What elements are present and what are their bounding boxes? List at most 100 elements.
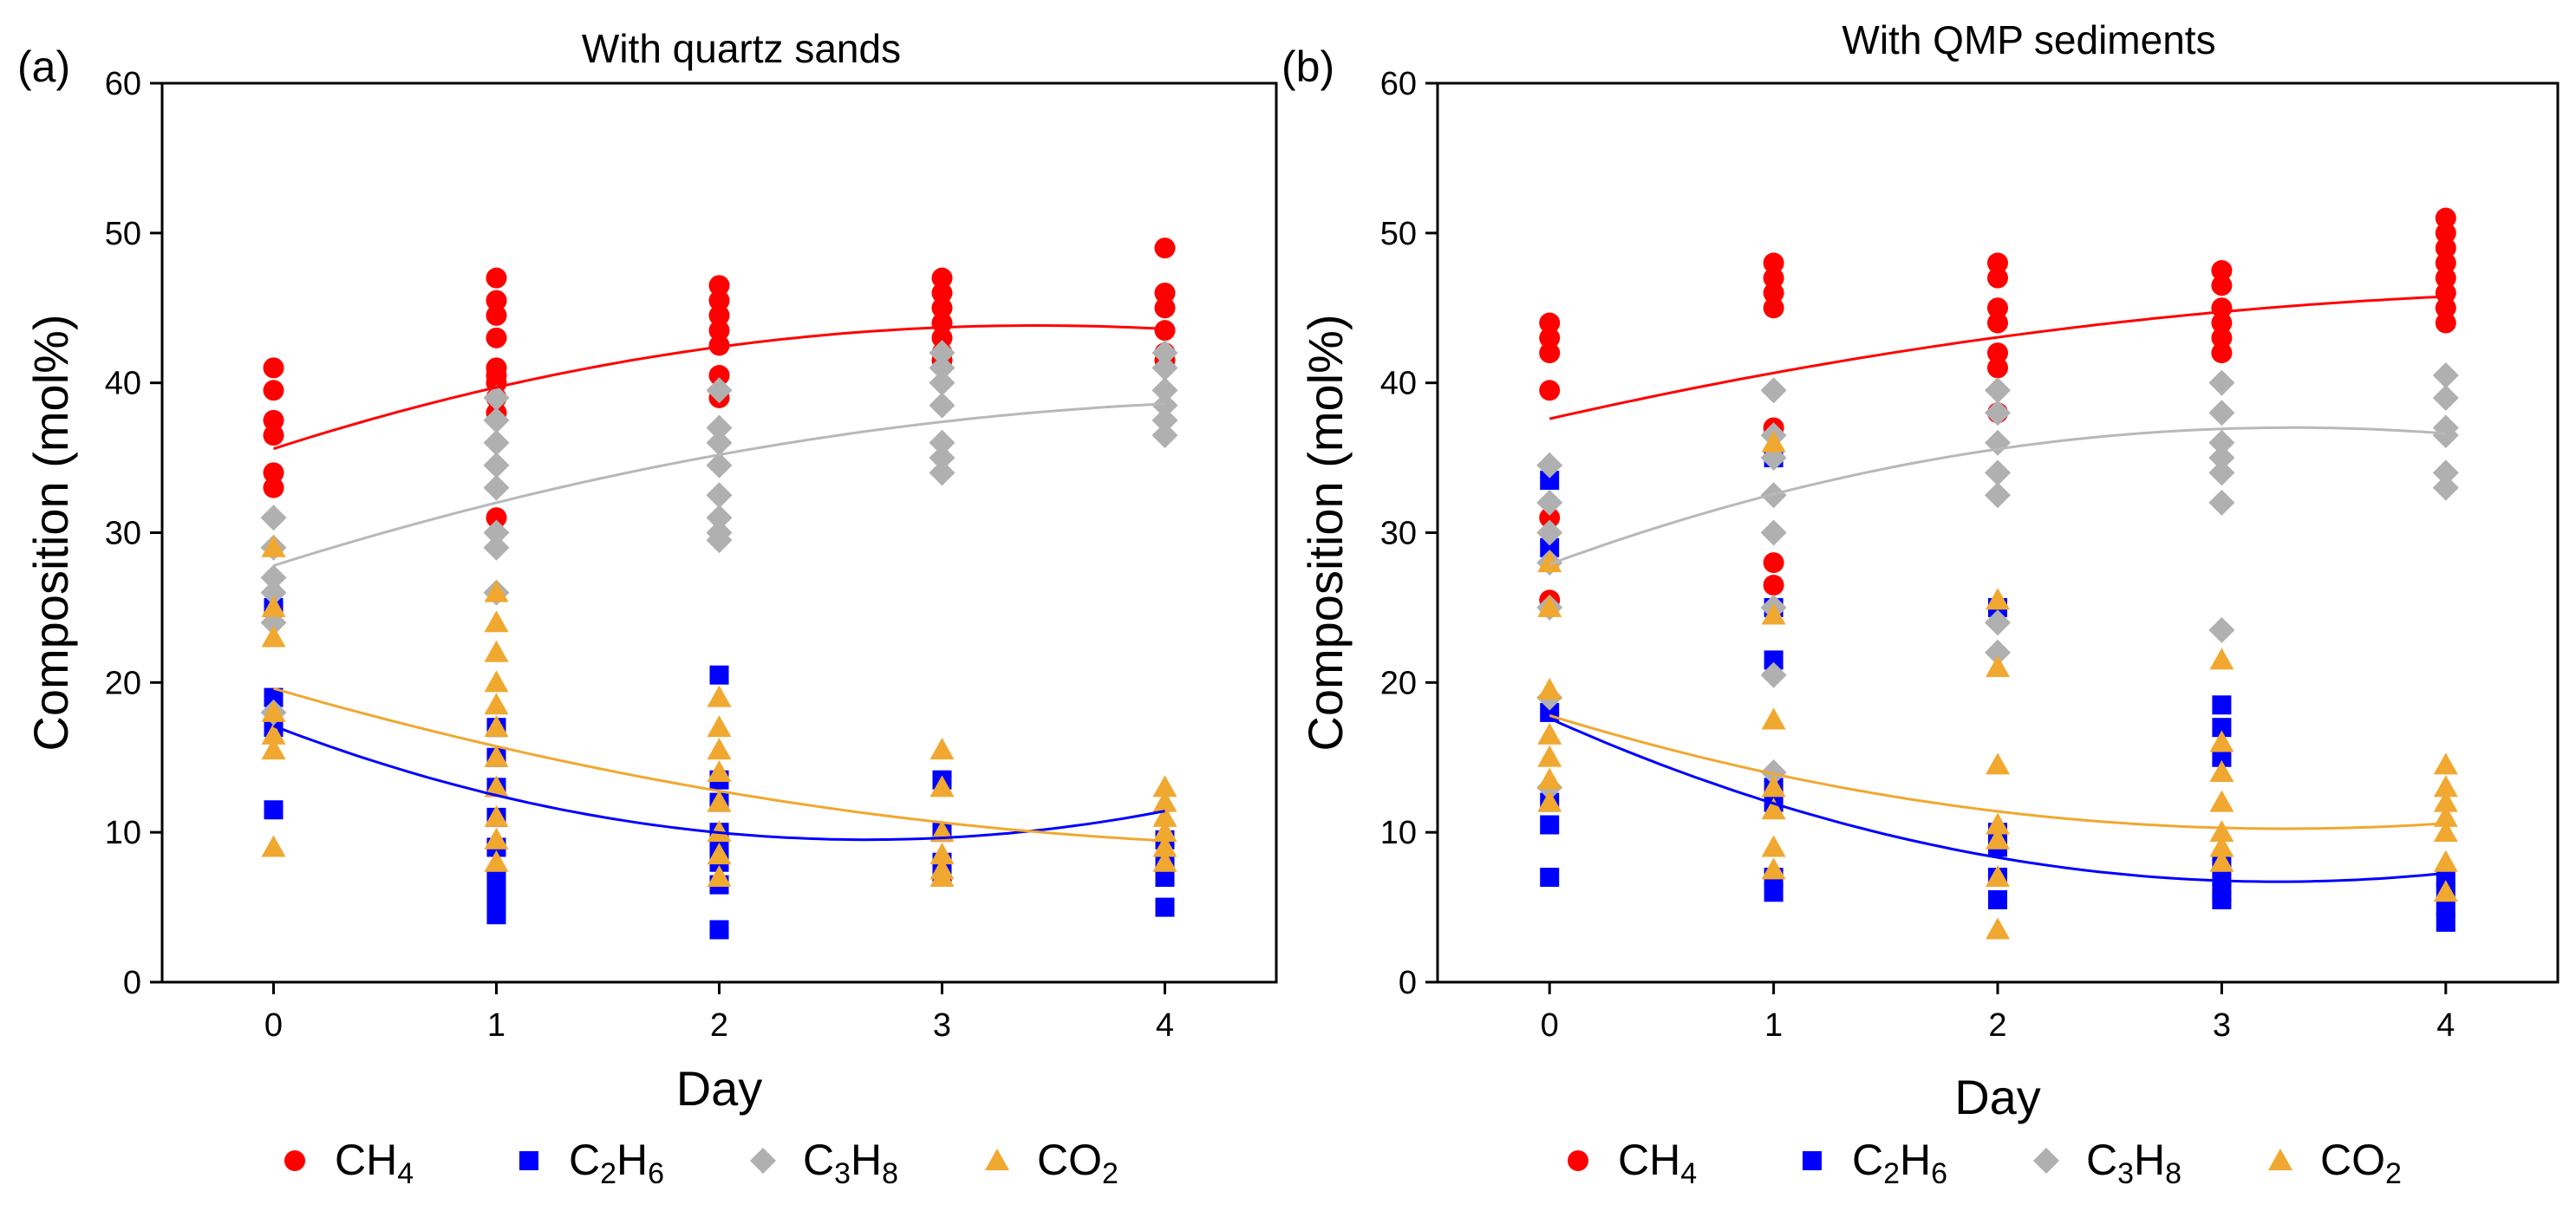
point-co2 [1152, 850, 1177, 872]
panel-label: (b) [1281, 42, 1334, 91]
legend-marker-co2 [985, 1149, 1009, 1170]
point-c3h8 [1985, 482, 2011, 509]
point-co2 [1761, 835, 1786, 857]
point-co2 [261, 835, 286, 857]
point-c3h8 [1151, 422, 1178, 449]
point-co2 [707, 865, 732, 888]
point-c3h8 [929, 445, 955, 472]
point-ch4 [708, 335, 730, 356]
point-ch4 [486, 507, 507, 529]
point-c3h8 [2432, 422, 2459, 449]
point-co2 [2209, 850, 2234, 872]
point-c2h6 [2436, 897, 2455, 917]
point-c2h6 [2436, 912, 2455, 932]
point-ch4 [1987, 357, 2008, 379]
point-ch4 [1763, 552, 1784, 574]
point-co2 [1537, 745, 1562, 767]
legend-marker-c3h8 [750, 1148, 776, 1174]
fit-line-c3h8 [273, 402, 1165, 567]
point-ch4 [1539, 342, 1561, 364]
point-ch4 [2211, 275, 2233, 296]
point-c3h8 [483, 384, 510, 411]
point-co2 [1986, 812, 2010, 835]
point-co2 [484, 804, 509, 827]
x-axis-label: Day [676, 1061, 763, 1116]
series-co2 [261, 535, 1177, 888]
point-co2 [707, 790, 732, 812]
y-tick-label: 0 [123, 965, 141, 1001]
series-co2 [1537, 430, 2458, 940]
legend-label-ch4: CH4 [1618, 1136, 1697, 1190]
point-c3h8 [2208, 429, 2235, 456]
x-tick-label: 4 [2436, 1007, 2455, 1044]
y-axis-label: Composition (mol%) [23, 314, 78, 751]
x-tick-label: 1 [487, 1007, 505, 1044]
point-co2 [1761, 857, 1786, 880]
point-ch4 [2435, 267, 2456, 289]
point-c3h8 [260, 579, 287, 606]
point-c2h6 [1540, 815, 1560, 835]
point-c2h6 [486, 882, 506, 902]
point-ch4 [2435, 222, 2456, 244]
point-c3h8 [706, 482, 733, 509]
x-tick-label: 0 [1541, 1007, 1559, 1044]
point-co2 [484, 693, 509, 715]
point-c3h8 [1985, 459, 2011, 486]
point-c2h6 [1764, 650, 1784, 670]
point-co2 [2209, 730, 2234, 752]
point-ch4 [1763, 574, 1784, 596]
point-c2h6 [1540, 868, 1560, 888]
y-tick-label: 40 [105, 366, 141, 402]
point-c3h8 [1760, 377, 1787, 404]
x-tick-label: 0 [264, 1007, 283, 1044]
y-tick-label: 20 [105, 665, 141, 701]
point-c3h8 [1151, 355, 1178, 381]
point-ch4 [708, 275, 730, 296]
point-co2 [2209, 820, 2234, 843]
point-c3h8 [1151, 340, 1178, 367]
point-co2 [1986, 588, 2010, 610]
point-ch4 [2435, 282, 2456, 303]
chart-title: With quartz sands [582, 26, 901, 71]
point-c3h8 [1760, 519, 1787, 546]
point-ch4 [708, 365, 730, 387]
point-ch4 [708, 304, 730, 326]
legend-label-c3h8: C3H8 [803, 1136, 898, 1190]
point-c3h8 [1985, 609, 2011, 636]
point-co2 [2433, 850, 2458, 872]
point-co2 [261, 700, 286, 722]
point-ch4 [2211, 342, 2233, 364]
point-ch4 [1987, 312, 2008, 334]
point-ch4 [486, 290, 507, 311]
point-c3h8 [1151, 377, 1178, 404]
point-c3h8 [1151, 407, 1178, 433]
point-c2h6 [1988, 889, 2007, 909]
point-ch4 [263, 477, 284, 498]
fit-line-co2 [273, 687, 1165, 843]
point-co2 [929, 865, 955, 888]
point-co2 [2209, 760, 2234, 783]
point-co2 [261, 535, 286, 557]
point-co2 [1152, 835, 1177, 857]
y-tick-label: 10 [105, 815, 141, 851]
point-co2 [2209, 648, 2234, 670]
legend-label-co2: CO2 [2320, 1136, 2402, 1190]
fit-line-ch4 [1549, 295, 2446, 420]
y-tick-label: 30 [1380, 516, 1417, 552]
point-c2h6 [486, 868, 506, 888]
x-tick-label: 1 [1764, 1007, 1783, 1044]
point-co2 [1986, 917, 2010, 940]
point-ch4 [708, 320, 730, 342]
point-co2 [484, 610, 509, 633]
y-tick-label: 30 [105, 516, 141, 552]
point-c3h8 [929, 369, 955, 396]
legend: CH4 C2H6 C3H8 CO2 [1568, 1136, 2402, 1190]
point-ch4 [1987, 297, 2008, 319]
point-c3h8 [929, 459, 955, 486]
point-c3h8 [929, 340, 955, 367]
point-c3h8 [706, 505, 733, 531]
point-c2h6 [1155, 868, 1175, 888]
point-co2 [484, 715, 509, 738]
point-co2 [1537, 550, 1562, 573]
point-co2 [1152, 775, 1177, 798]
